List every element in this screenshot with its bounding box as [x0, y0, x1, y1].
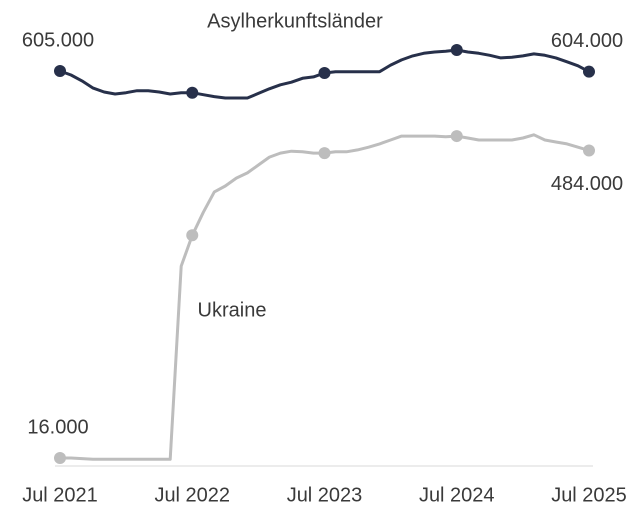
point-marker	[54, 451, 66, 464]
x-tick-label: Jul 2025	[551, 484, 627, 506]
point-marker	[583, 144, 595, 157]
point-marker	[186, 229, 199, 242]
point-marker	[450, 130, 463, 143]
data-label: 605.000	[22, 29, 94, 51]
data-label: 484.000	[551, 173, 623, 195]
series-name: Ukraine	[198, 299, 267, 321]
x-tick-label: Jul 2023	[287, 484, 363, 506]
series-line	[60, 133, 590, 461]
x-tick-label: Jul 2024	[419, 484, 495, 506]
series-name: Asylherkunftsländer	[207, 10, 383, 32]
point-marker	[186, 86, 199, 99]
point-marker	[583, 65, 595, 78]
x-tick-label: Jul 2022	[154, 484, 230, 506]
x-tick-label: Jul 2021	[22, 484, 98, 506]
data-label: 16.000	[27, 416, 88, 438]
point-marker	[54, 65, 66, 78]
point-marker	[318, 147, 331, 160]
data-label: 604.000	[551, 30, 623, 52]
point-marker	[450, 44, 463, 56]
point-marker	[318, 66, 331, 79]
